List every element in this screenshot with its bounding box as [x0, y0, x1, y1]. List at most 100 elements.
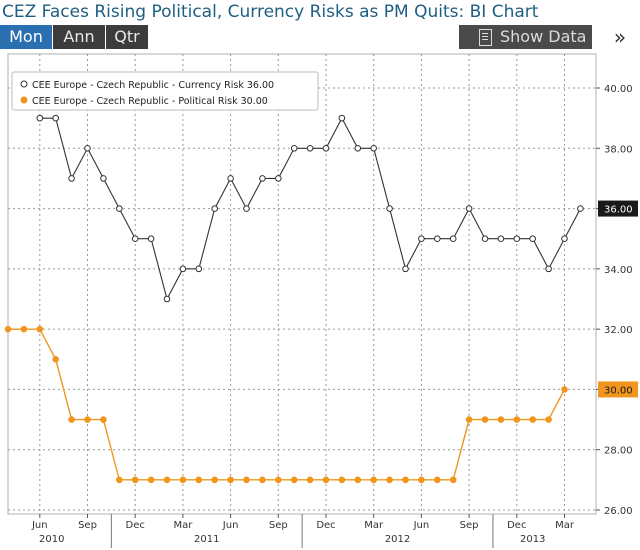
currency-risk-point: [386, 205, 393, 212]
currency-risk-point: [497, 235, 505, 243]
political-risk-point: [290, 476, 298, 484]
currency-risk-point: [481, 235, 489, 243]
currency-risk-point: [195, 265, 203, 273]
currency-risk-point: [275, 175, 282, 182]
political-risk-point: [306, 476, 314, 484]
currency-last-value-badge: [598, 200, 638, 217]
legend-marker-currency: [20, 80, 28, 88]
political-risk-point: [545, 416, 552, 423]
document-icon: [479, 29, 492, 46]
political-risk-point: [434, 476, 441, 484]
y-tick-label: 38.00: [604, 144, 633, 155]
political-risk-point: [116, 476, 123, 484]
political-risk-point: [259, 476, 266, 484]
currency-last-value: 36.00: [604, 205, 633, 216]
x-month-label: Sep: [269, 520, 288, 531]
x-month-label: Sep: [78, 520, 97, 531]
x-month-label: Jun: [413, 520, 430, 531]
currency-risk-point: [561, 235, 568, 243]
political-risk-point: [354, 476, 362, 484]
x-month-label: Sep: [460, 520, 479, 531]
political-risk-point: [322, 476, 330, 484]
political-risk-point: [100, 416, 107, 423]
y-tick-label: 40.00: [604, 84, 633, 95]
more-icon[interactable]: »: [613, 25, 627, 49]
political-risk-point: [243, 476, 250, 484]
political-risk-point: [370, 476, 378, 484]
tab-monthly[interactable]: Mon: [0, 25, 52, 49]
plot-frame: [7, 53, 597, 515]
x-year-label: 2012: [385, 534, 410, 545]
x-year-label: 2013: [520, 534, 545, 545]
x-month-label: Mar: [173, 520, 193, 531]
y-tick-label: 32.00: [604, 325, 633, 336]
axes: 26.00 28.00 30.00 32.00 34.00 36.00 38.00 40.00…: [31, 84, 638, 548]
currency-risk-point: [116, 205, 123, 212]
legend-label-political: CEE Europe - Czech Republic - Political …: [32, 96, 268, 107]
chart-toolbar: Mon Ann Qtr Show Data »: [0, 25, 640, 50]
x-month-label: Mar: [555, 520, 575, 531]
y-tick-label: 28.00: [604, 446, 633, 457]
grid-lines: [7, 53, 597, 515]
political-risk-point: [418, 476, 425, 484]
currency-risk-point: [418, 235, 425, 243]
currency-risk-point: [84, 144, 91, 152]
currency-risk-point: [36, 114, 44, 122]
political-risk-point: [179, 476, 187, 484]
political-risk-point: [84, 416, 91, 423]
show-data-button[interactable]: Show Data: [459, 25, 592, 49]
line-chart: 26.00 28.00 30.00 32.00 34.00 36.00 38.00 40.00…: [4, 53, 638, 548]
x-month-label: Jun: [222, 520, 239, 531]
currency-risk-point: [211, 205, 218, 212]
tab-quarterly[interactable]: Qtr: [106, 25, 148, 49]
political-risk-point: [275, 476, 282, 484]
political-risk-point: [465, 416, 473, 423]
political-risk-point: [513, 416, 521, 423]
political-risk-point: [402, 476, 409, 484]
currency-risk-point: [100, 175, 107, 182]
y-tick-label: 34.00: [604, 265, 633, 276]
political-risk-point: [449, 476, 457, 484]
currency-risk-point: [306, 144, 314, 152]
currency-risk-point: [227, 175, 234, 182]
show-data-label: Show Data: [500, 27, 587, 46]
currency-risk-point: [529, 235, 537, 243]
political-risk-point: [131, 476, 139, 484]
political-risk-point: [195, 476, 203, 484]
political-risk-point: [4, 325, 12, 333]
currency-risk-point: [338, 114, 346, 122]
currency-risk-point: [513, 235, 521, 243]
political-risk-point: [481, 416, 489, 423]
x-month-label: Mar: [364, 520, 384, 531]
political-risk-point: [211, 476, 218, 484]
political-risk-line: [8, 328, 566, 481]
political-risk-point: [147, 476, 155, 484]
political-risk-point: [529, 416, 537, 423]
x-month-label: Dec: [126, 520, 145, 531]
currency-risk-point: [465, 205, 473, 212]
political-last-value: 30.00: [604, 385, 633, 396]
x-month-label: Dec: [507, 520, 526, 531]
political-risk-point: [497, 416, 505, 423]
tab-annual[interactable]: Ann: [53, 25, 105, 49]
currency-risk-point: [545, 265, 552, 273]
currency-risk-point: [163, 295, 171, 303]
chart-title: CEZ Faces Rising Political, Currency Ris…: [2, 2, 539, 22]
currency-risk-point: [434, 235, 441, 243]
currency-risk-point: [577, 205, 584, 212]
currency-risk-point: [243, 205, 250, 212]
political-risk-point: [20, 325, 28, 333]
currency-risk-point: [179, 265, 187, 273]
legend-marker-political: [20, 96, 28, 104]
currency-risk-point: [147, 235, 155, 243]
political-risk-point: [227, 476, 234, 484]
currency-risk-point: [449, 235, 457, 243]
currency-risk-point: [290, 144, 298, 152]
currency-risk-point: [402, 265, 409, 273]
y-tick-label: 26.00: [604, 506, 633, 517]
x-month-label: Dec: [316, 520, 335, 531]
political-risk-point: [561, 386, 568, 393]
legend-box: [11, 71, 319, 111]
political-risk-point: [386, 476, 393, 484]
currency-risk-point: [322, 144, 330, 152]
